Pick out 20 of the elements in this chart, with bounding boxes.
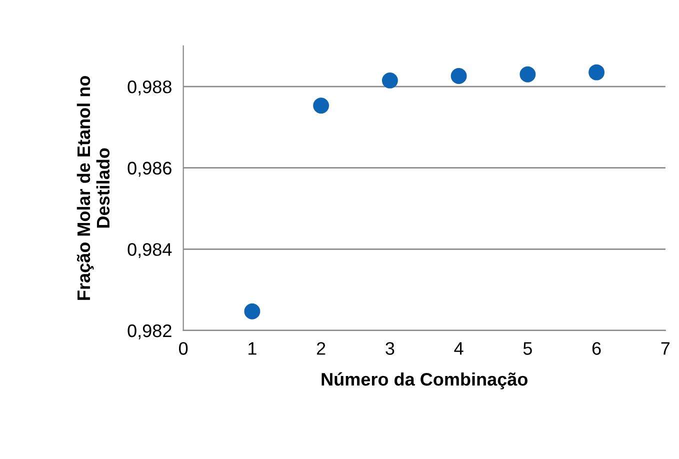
x-tick-label: 5 (523, 342, 532, 355)
x-tick-label: 7 (661, 342, 670, 355)
x-axis-title: Número da Combinação (322, 372, 528, 390)
point (382, 72, 398, 88)
x-tick-label: 1 (248, 342, 256, 355)
point (313, 98, 330, 114)
x-tick-label: 6 (592, 342, 601, 355)
y-tick-label: 0,988 (128, 80, 172, 96)
point (244, 303, 260, 320)
y-axis-title: Fração Molar de Etanol no Destilado (76, 76, 110, 300)
x-tick-label: 0 (179, 342, 188, 355)
point (450, 68, 467, 84)
x-tick-label: 2 (316, 342, 326, 355)
x-tick-label: 4 (454, 342, 464, 355)
point (520, 66, 536, 82)
x-tick-label: 3 (386, 342, 394, 355)
point (588, 64, 605, 80)
y-tick-label: 0,984 (128, 243, 172, 258)
y-tick-label: 0,986 (128, 162, 172, 177)
y-tick-label: 0,982 (128, 324, 172, 340)
